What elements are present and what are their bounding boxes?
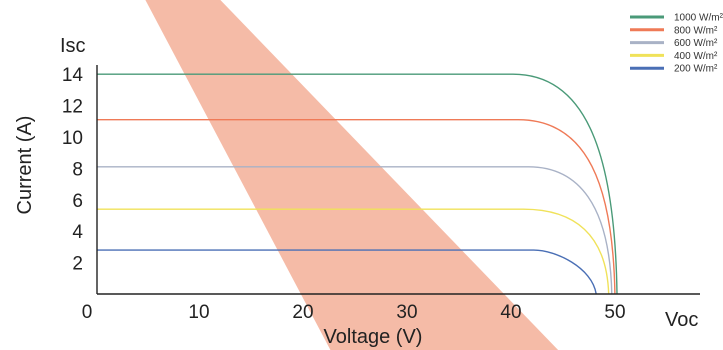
x-tick-label: 10: [188, 302, 209, 323]
highlight-band: [145, 0, 559, 350]
isc-label: Isc: [60, 35, 86, 57]
x-axis-title: Voltage (V): [324, 326, 423, 348]
x-tick-label: 40: [500, 302, 521, 323]
series-line: [97, 208, 610, 295]
y-tick-label: 10: [62, 128, 83, 149]
y-tick-label: 4: [72, 222, 83, 243]
y-tick-label: 12: [62, 97, 83, 118]
legend-label: 400 W/m²: [674, 51, 718, 62]
y-tick-label: 6: [72, 191, 83, 212]
x-tick-label: 50: [604, 302, 625, 323]
series-lines: [97, 73, 618, 295]
x-tick-label: 0: [82, 302, 93, 323]
series-line: [97, 119, 616, 295]
series-line: [97, 73, 618, 295]
series-line: [97, 249, 597, 295]
legend-label: 200 W/m²: [674, 64, 718, 75]
x-tick-labels: 0 10 20 30 40 50: [82, 302, 626, 323]
legend-label: 600 W/m²: [674, 38, 718, 49]
voc-label: Voc: [665, 309, 698, 331]
legend-label: 800 W/m²: [674, 25, 718, 36]
x-tick-label: 20: [292, 302, 313, 323]
y-tick-label: 2: [72, 254, 83, 275]
series-line: [97, 166, 613, 295]
y-tick-label: 14: [62, 65, 84, 86]
y-tick-label: 8: [72, 159, 83, 180]
y-tick-labels: 2 4 6 8 10 12 14: [62, 65, 84, 274]
legend-label: 1000 W/m²: [674, 13, 723, 24]
y-axis-title: Current (A): [14, 116, 36, 215]
x-tick-label: 30: [396, 302, 417, 323]
